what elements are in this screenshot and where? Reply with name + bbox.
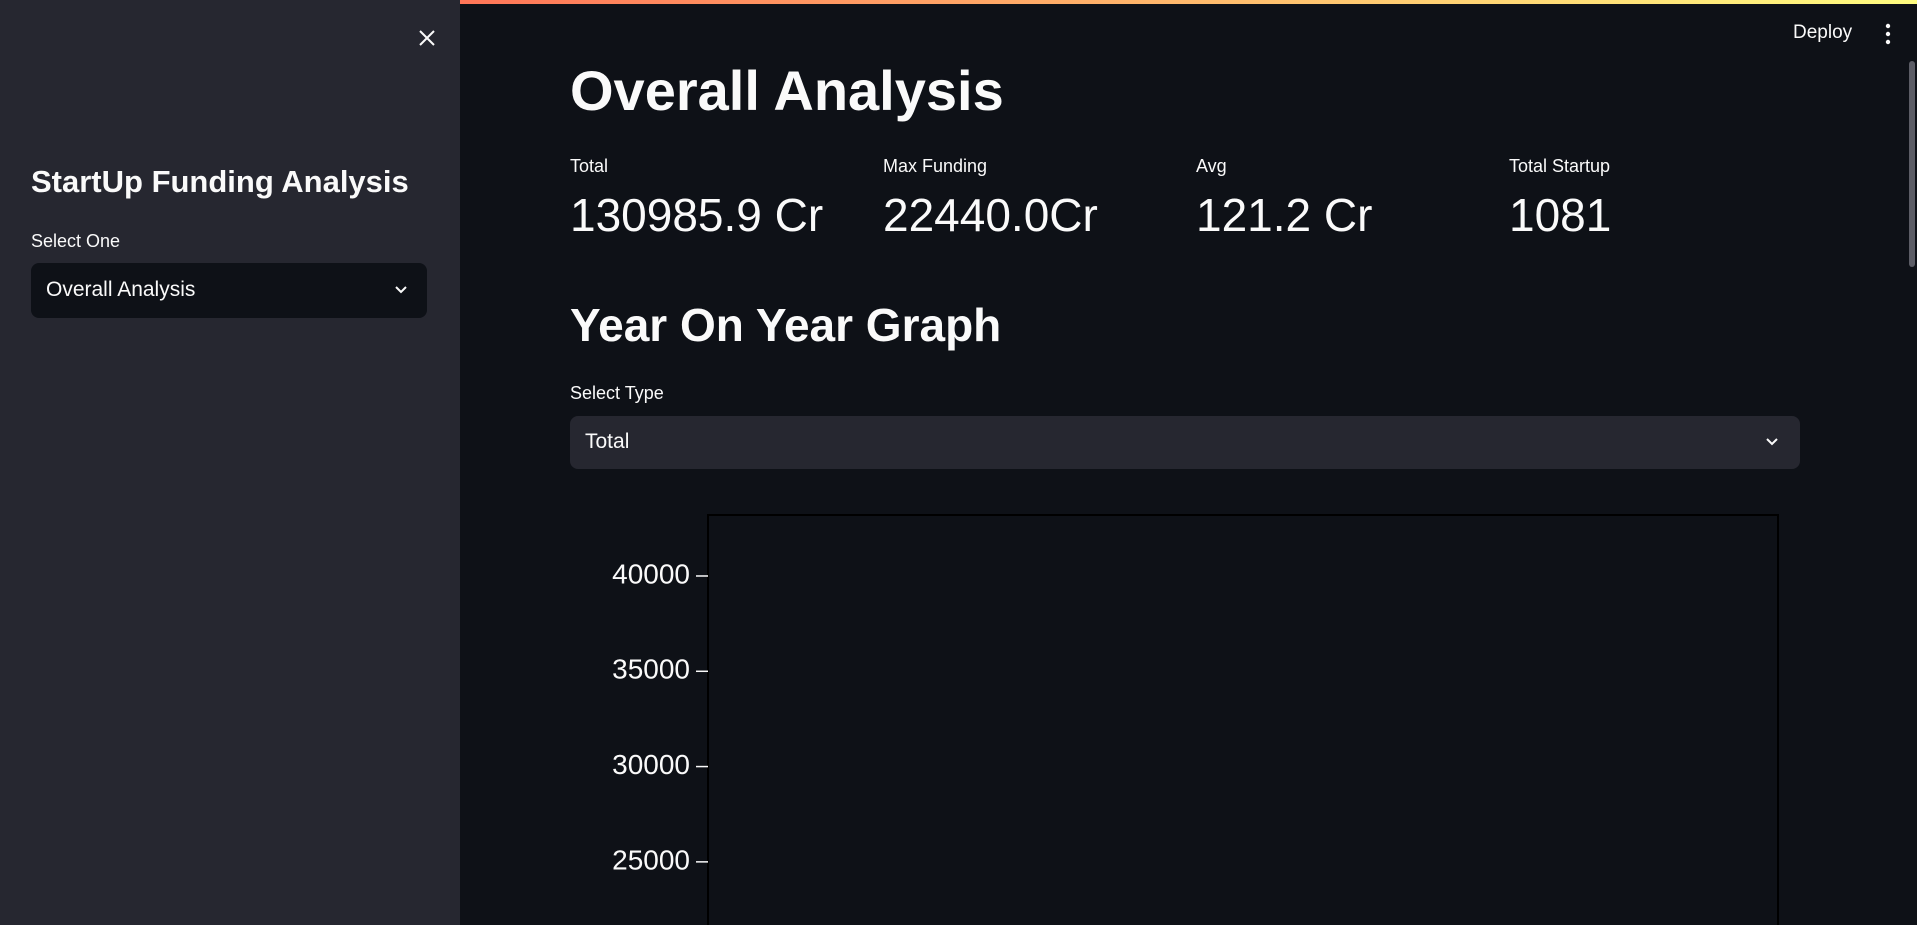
y-tick-label: 40000 bbox=[612, 558, 690, 589]
sidebar: StartUp Funding Analysis Select One Over… bbox=[0, 0, 460, 925]
deploy-button[interactable]: Deploy bbox=[1793, 22, 1853, 43]
select-value: Overall Analysis bbox=[46, 278, 196, 301]
metric-label: Total Startup bbox=[1509, 156, 1611, 176]
scrollbar[interactable] bbox=[1909, 61, 1915, 267]
metric-label: Avg bbox=[1196, 156, 1227, 176]
sidebar-title: StartUp Funding Analysis bbox=[31, 164, 409, 199]
metric-value: 130985.9 Cr bbox=[570, 189, 824, 241]
plot-frame bbox=[707, 514, 1779, 925]
chevron bbox=[395, 286, 407, 294]
select-label: Select One bbox=[31, 231, 121, 251]
analysis-select[interactable]: Overall Analysis bbox=[31, 263, 427, 318]
main-menu[interactable] bbox=[1880, 22, 1896, 46]
metric-label: Max Funding bbox=[883, 156, 988, 176]
y-tick-label: 25000 bbox=[612, 844, 690, 875]
section-title: Year On Year Graph bbox=[570, 299, 1002, 351]
y-tick-label: 30000 bbox=[612, 749, 690, 780]
top-decoration bbox=[0, 0, 1917, 4]
select-label: Select Type bbox=[570, 383, 664, 403]
page-title: Overall Analysis bbox=[570, 59, 1004, 122]
chevron bbox=[1766, 438, 1778, 446]
select-value: Total bbox=[585, 430, 630, 453]
close-sidebar[interactable] bbox=[415, 26, 439, 50]
metric-value: 22440.0Cr bbox=[883, 189, 1098, 241]
metric-value: 1081 bbox=[1509, 189, 1612, 241]
metric-value: 121.2 Cr bbox=[1196, 189, 1373, 241]
metric-label: Total bbox=[570, 156, 609, 176]
type-select[interactable]: Total bbox=[570, 416, 1800, 469]
y-tick-label: 35000 bbox=[612, 654, 690, 685]
